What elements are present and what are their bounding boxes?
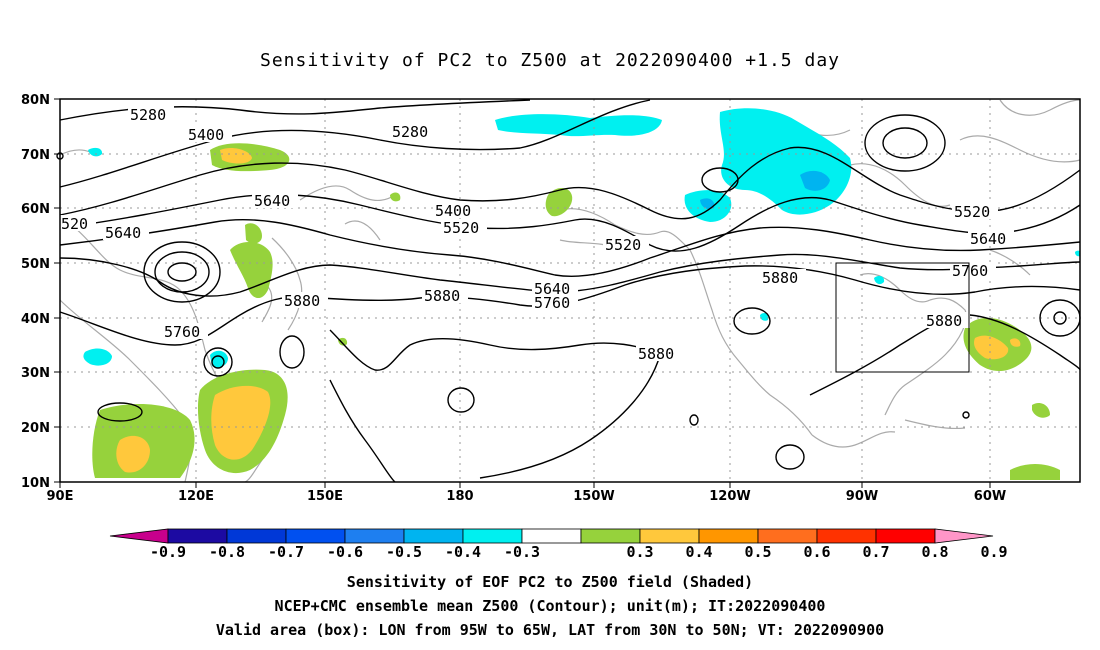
caption-line-3: Valid area (box): LON from 95W to 65W, L…	[215, 621, 885, 639]
lat-label: 10N	[21, 476, 50, 491]
contour-labels: 5280 5280 5400 5400 5520 5520 5520 520 5…	[60, 106, 1014, 363]
sensitivity-shading	[83, 108, 1081, 480]
colorbar-label: -0.7	[268, 543, 304, 561]
colorbar-label: 0.6	[803, 543, 830, 561]
contour-label: 5520	[954, 203, 990, 221]
colorbar-high-triangle	[934, 528, 994, 544]
contour-label: 520	[61, 215, 88, 233]
lon-label: 150W	[573, 489, 614, 504]
axis-ticks	[54, 98, 991, 488]
colorbar-swatch	[698, 528, 759, 544]
contour-label: 5880	[926, 312, 962, 330]
colorbar-swatch	[167, 528, 228, 544]
contour-label: 5880	[284, 292, 320, 310]
lon-label: 180	[446, 489, 473, 504]
grid	[60, 99, 1080, 482]
contour-label: 5880	[424, 287, 460, 305]
lon-label: 90W	[846, 489, 878, 504]
contour-label: 5640	[970, 230, 1006, 248]
lon-label: 120W	[709, 489, 750, 504]
colorbar-label: -0.5	[386, 543, 422, 561]
colorbar-swatch	[344, 528, 405, 544]
caption-line-1: Sensitivity of EOF PC2 to Z500 field (Sh…	[346, 573, 754, 591]
colorbar-swatch	[875, 528, 936, 544]
colorbar-label: 0.4	[685, 543, 712, 561]
lat-label: 80N	[21, 93, 50, 108]
lon-label: 150E	[307, 489, 343, 504]
colorbar-label: 0.3	[626, 543, 653, 561]
contour-label: 5400	[188, 126, 224, 144]
colorbar-swatch	[639, 528, 700, 544]
contour-label: 5760	[952, 262, 988, 280]
valid-area-box	[835, 262, 970, 373]
lat-label: 60N	[21, 202, 50, 217]
lon-label: 60W	[974, 489, 1006, 504]
colorbar-swatch	[816, 528, 877, 544]
lat-label: 70N	[21, 148, 50, 163]
caption-line-2: NCEP+CMC ensemble mean Z500 (Contour); u…	[274, 597, 826, 615]
contour-label: 5520	[605, 236, 641, 254]
lon-label: 90E	[47, 489, 74, 504]
colorbar-label: 0.9	[980, 543, 1007, 561]
contour-label: 5640	[105, 224, 141, 242]
colorbar-swatch	[757, 528, 818, 544]
colorbar-label: -0.4	[445, 543, 481, 561]
lon-label: 120E	[178, 489, 214, 504]
lat-label: 50N	[21, 257, 50, 272]
lat-label: 30N	[21, 366, 50, 381]
contour-label: 5280	[130, 106, 166, 124]
lat-label: 40N	[21, 312, 50, 327]
colorbar-swatch	[403, 528, 464, 544]
contour-label: 5520	[443, 219, 479, 237]
contour-label: 5880	[638, 345, 674, 363]
colorbar-label: -0.6	[327, 543, 363, 561]
contour-label: 5880	[762, 269, 798, 287]
colorbar: -0.9 -0.8 -0.7 -0.6 -0.5 -0.4 -0.3 0.3 0.4 0.5 0.6…	[109, 528, 1008, 561]
lon-labels: 90E 120E 150E 180 150W 120W 90W 60W	[47, 489, 1007, 504]
contour-label: 5760	[164, 323, 200, 341]
colorbar-label: -0.8	[209, 543, 245, 561]
colorbar-swatch	[226, 528, 287, 544]
lat-label: 20N	[21, 421, 50, 436]
colorbar-label: -0.3	[504, 543, 540, 561]
map-frame	[59, 98, 1081, 483]
lat-labels: 80N 70N 60N 50N 40N 30N 20N 10N	[21, 93, 50, 491]
colorbar-swatch	[285, 528, 346, 544]
colorbar-label: -0.9	[150, 543, 186, 561]
colorbar-swatch	[521, 528, 582, 544]
colorbar-swatch	[462, 528, 523, 544]
colorbar-label: 0.5	[744, 543, 771, 561]
colorbar-label: 0.8	[921, 543, 948, 561]
contour-label: 5640	[534, 280, 570, 298]
contour-label: 5640	[254, 192, 290, 210]
map-title: Sensitivity of PC2 to Z500 at 2022090400…	[259, 50, 840, 71]
colorbar-label: 0.7	[862, 543, 889, 561]
colorbar-swatch	[580, 528, 641, 544]
contour-label: 5760	[534, 294, 570, 312]
contour-label: 5280	[392, 123, 428, 141]
contour-label: 5400	[435, 202, 471, 220]
colorbar-low-triangle	[109, 528, 169, 544]
